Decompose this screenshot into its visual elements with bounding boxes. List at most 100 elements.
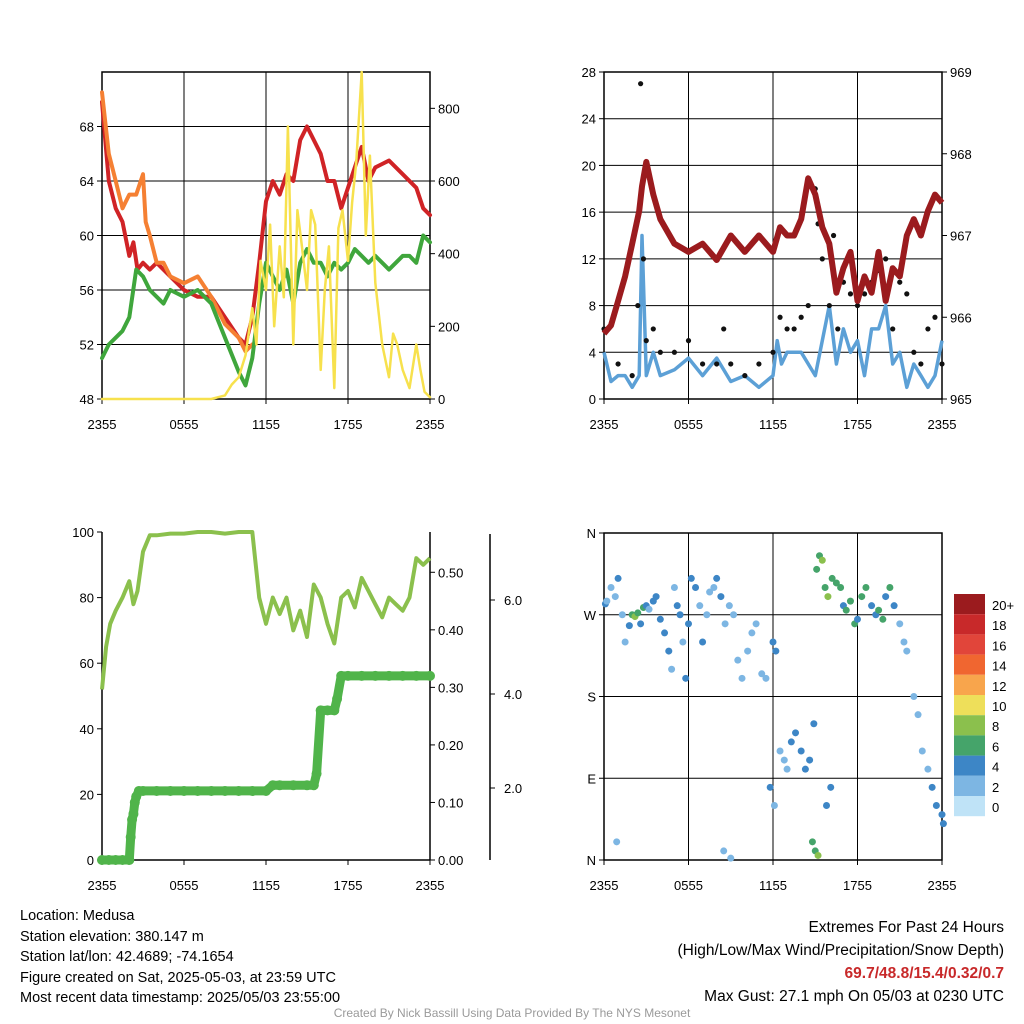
y2-tick-label: 0.40: [438, 623, 463, 638]
y-tick-label: 4: [589, 345, 596, 360]
gust-point: [861, 291, 868, 297]
y2-tick-label: 968: [950, 147, 972, 162]
extremes-info: Extremes For Past 24 Hours (High/Low/Max…: [678, 916, 1005, 1008]
extremes-title: Extremes For Past 24 Hours: [808, 919, 1004, 936]
direction-point: [614, 574, 622, 582]
gust-point: [826, 302, 832, 309]
x-tick-label: 1155: [252, 417, 280, 432]
legend-label: 4: [992, 760, 999, 775]
precipitation-point: [329, 705, 340, 716]
direction-point: [730, 611, 738, 619]
direction-point: [721, 620, 729, 628]
legend-swatch: [954, 735, 985, 756]
extremes-subtitle: (High/Low/Max Wind/Precipitation/Snow De…: [677, 942, 1005, 959]
legend-label: 12: [992, 679, 1006, 694]
legend-label: 6: [992, 739, 999, 754]
gust-point: [904, 291, 910, 297]
gust-point: [685, 338, 692, 344]
precipitation-point: [179, 785, 189, 796]
direction-point: [886, 584, 894, 591]
direction-point: [918, 747, 926, 755]
x-tick-label: 2355: [928, 417, 957, 432]
direction-point: [879, 615, 887, 623]
direction-point: [679, 638, 687, 646]
direction-point: [862, 584, 870, 591]
x-tick-label: 2355: [928, 878, 957, 893]
gust-point: [897, 279, 903, 285]
direction-point: [813, 565, 821, 573]
gust-point: [883, 256, 889, 262]
legend-swatch: [954, 614, 985, 635]
gust-point: [805, 302, 811, 309]
y2-tick-label: 800: [438, 101, 460, 116]
direction-point: [821, 584, 829, 591]
y2-tick-label: 967: [950, 229, 972, 244]
precipitation-point: [192, 785, 203, 796]
direction-point: [682, 674, 690, 682]
direction-point: [670, 584, 678, 591]
direction-point: [748, 629, 756, 637]
gust-point: [615, 361, 621, 367]
extremes-values: 69.7/48.8/15.4/0.32/0.7: [844, 965, 1004, 982]
x-tick-label: 1755: [334, 878, 363, 893]
gust-point: [657, 349, 663, 355]
direction-point: [725, 602, 733, 610]
precipitation-point: [288, 780, 299, 791]
station-elevation: Station elevation: 380.147 m: [20, 928, 204, 945]
station-latlon: Station lat/lon: 42.4689; -74.1654: [20, 949, 234, 965]
gust-point: [643, 338, 649, 344]
legend-label: 8: [992, 719, 999, 734]
gust-point: [770, 349, 776, 355]
direction-point: [787, 738, 795, 746]
y-tick-label: S: [587, 690, 596, 705]
y-tick-label: 40: [80, 722, 94, 737]
y-tick-label: E: [587, 771, 596, 786]
direction-point: [637, 620, 645, 628]
direction-point: [828, 574, 836, 582]
x-tick-label: 1155: [759, 878, 787, 893]
direction-point: [734, 656, 742, 664]
precipitation-point: [302, 780, 312, 791]
legend-swatch: [954, 755, 985, 776]
x-tick-label: 1755: [334, 417, 363, 432]
direction-point: [652, 593, 660, 601]
x-tick-label: 2355: [88, 878, 117, 893]
x-tick-label: 0555: [170, 878, 199, 893]
precipitation-point: [322, 705, 333, 716]
y3-tick-label: 2.0: [504, 781, 522, 796]
gust-point: [629, 373, 635, 379]
temperature-panel: 48 52 56 60 64 68 0 200 400 600 800 2355 0555 1155 175…: [80, 70, 460, 432]
precipitation-point: [261, 785, 271, 796]
gust-point: [671, 349, 678, 355]
legend-swatch: [954, 715, 985, 736]
precipitation-point: [138, 785, 148, 796]
y-tick-label: 20: [80, 787, 94, 802]
station-location: Location: Medusa: [20, 908, 135, 924]
direction-point: [932, 802, 940, 809]
direction-point: [645, 605, 653, 613]
direction-point: [868, 602, 876, 610]
precipitation-point: [233, 785, 244, 796]
recent-data-timestamp: Most recent data timestamp: 2025/05/03 2…: [20, 990, 341, 1006]
direction-point: [613, 838, 621, 846]
gust-point: [650, 326, 656, 332]
credit-line: Created By Nick Bassill Using Data Provi…: [333, 1006, 691, 1020]
y2-tick-label: 965: [950, 392, 972, 407]
gust-point: [918, 361, 924, 367]
series-line: [100, 90, 255, 354]
precipitation-point: [103, 855, 114, 865]
y-tick-label: 8: [589, 299, 596, 314]
direction-point: [696, 602, 704, 610]
direction-point: [900, 638, 908, 646]
gust-point: [830, 232, 837, 239]
direction-point: [603, 597, 611, 605]
y-tick-label: 28: [582, 65, 596, 80]
precipitation-point: [110, 855, 121, 865]
direction-point: [727, 854, 735, 862]
sonic-wind-line: [602, 233, 944, 390]
y-tick-label: 80: [80, 591, 94, 606]
direction-point: [801, 765, 809, 773]
precipitation-point: [220, 785, 230, 796]
direction-point: [824, 593, 832, 601]
legend-label: 18: [992, 618, 1006, 633]
